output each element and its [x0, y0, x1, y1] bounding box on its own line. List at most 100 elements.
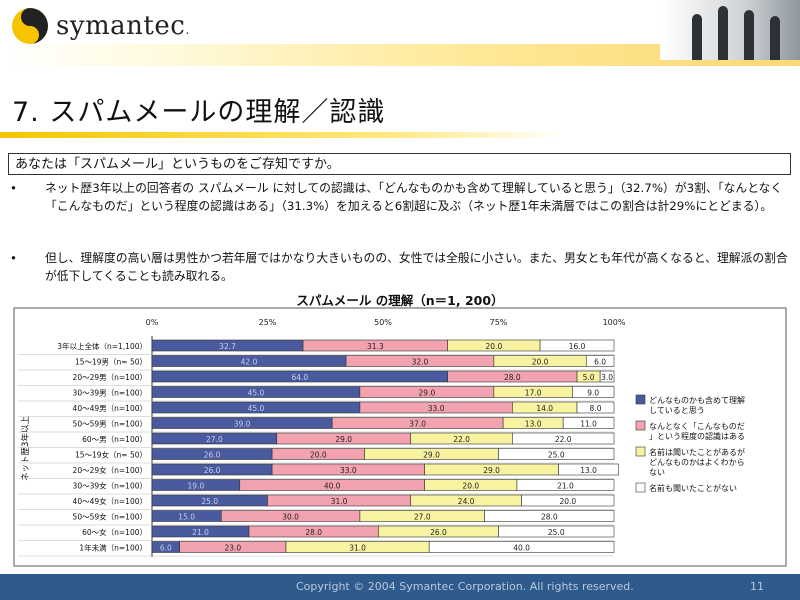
header-photo: [660, 0, 800, 60]
bar-segment: [484, 510, 615, 522]
data-label: 26.0: [204, 466, 221, 475]
data-label: 22.0: [555, 435, 572, 444]
data-label: 21.0: [192, 528, 209, 537]
bullet-1-text: ネット歴3年以上の回答者の スパムメール に対しての認識は、「どんなものかも含め…: [45, 181, 783, 213]
data-label: 13.0: [525, 420, 542, 429]
category-label: 20〜29男（n=100）: [73, 373, 147, 382]
legend-label: なんとなく「こんなものだ」という程度の認識はある: [649, 422, 745, 441]
data-label: 6.0: [160, 544, 172, 553]
bar-segment: [572, 386, 615, 398]
data-label: 26.0: [204, 451, 221, 460]
legend-label: 名前も聞いたことがない: [649, 483, 737, 493]
bar-segment: [521, 494, 615, 507]
bar-segment: [562, 417, 615, 429]
legend-swatch: [635, 446, 646, 457]
data-label: 28.0: [541, 513, 558, 522]
data-label: 21.0: [557, 482, 574, 491]
data-label: 25.0: [548, 528, 565, 537]
data-label: 28.0: [504, 373, 521, 382]
data-label: 29.0: [423, 451, 440, 460]
data-label: 20.0: [559, 497, 576, 506]
data-label: 24.0: [458, 497, 475, 506]
data-label: 20.0: [310, 451, 327, 460]
data-label: 31.0: [349, 544, 366, 553]
data-label: 64.0: [291, 373, 308, 382]
bar-segment: [498, 525, 615, 538]
data-label: 20.0: [486, 342, 503, 351]
question-box: あなたは「スパムメール」というものをご存知ですか。: [8, 153, 791, 175]
data-label: 20.0: [462, 482, 479, 491]
bar-segment: [498, 448, 615, 460]
bar-segment: [512, 432, 615, 445]
data-label: 42.0: [241, 358, 258, 367]
brand-name: symantec.: [56, 11, 190, 41]
x-tick-label: 100%: [603, 318, 626, 327]
data-label: 29.0: [483, 466, 500, 475]
data-label: 32.0: [412, 358, 429, 367]
category-label: 15〜19男（n= 50）: [75, 358, 147, 367]
bar-segment: [428, 541, 615, 553]
group-label: ネット歴3年以上: [20, 416, 31, 481]
category-label: 50〜59男（n=100）: [73, 420, 147, 429]
data-label: 33.0: [340, 466, 357, 475]
category-label: 60〜男（n=100）: [82, 435, 147, 444]
data-label: 26.0: [430, 528, 447, 537]
legend-label: どんなものかも含めて理解していると思う: [649, 395, 745, 415]
bullet-2-text: 但し、理解度の高い層は男性かつ若年層ではかなり大きいものの、女性では全般に小さい…: [45, 251, 788, 283]
x-tick-label: 25%: [259, 318, 277, 327]
data-label: 16.0: [569, 342, 586, 351]
data-label: 3.0: [601, 373, 613, 382]
data-label: 37.0: [409, 420, 426, 429]
category-label: 30〜39女（n=100）: [73, 481, 147, 491]
data-label: 15.0: [178, 513, 195, 522]
data-label: 32.7: [219, 342, 236, 351]
bar-segment: [558, 463, 619, 476]
bar-segment: [576, 401, 615, 414]
category-label: 3年以上全体（n=1,100）: [57, 341, 147, 351]
header-accent-bar: [0, 44, 800, 66]
bar-segment: [599, 370, 615, 383]
category-label: 50〜59女（n=100）: [73, 512, 147, 522]
data-label: 27.0: [414, 513, 431, 522]
x-tick-label: 50%: [374, 318, 392, 327]
legend-label: 名前は聞いたことがあるがどんなものかはよくわからない: [649, 447, 745, 477]
legend-swatch: [635, 482, 646, 493]
bullet-dot: •: [10, 181, 17, 195]
data-label: 33.0: [428, 404, 445, 413]
data-label: 8.0: [590, 404, 602, 413]
category-label: 20〜29女（n=100）: [73, 465, 147, 475]
category-label: 15〜19女（n= 50）: [75, 450, 147, 460]
legend-swatch: [635, 394, 646, 405]
data-label: 22.0: [453, 435, 470, 444]
data-label: 40.0: [324, 482, 341, 491]
bar-segment: [539, 339, 615, 352]
category-label: 60〜女（n=100）: [82, 527, 147, 537]
data-label: 31.0: [331, 497, 348, 506]
data-label: 11.0: [580, 420, 597, 429]
data-label: 23.0: [224, 544, 241, 553]
data-label: 27.0: [206, 435, 223, 444]
data-label: 31.3: [367, 342, 384, 351]
data-label: 29.0: [419, 389, 436, 398]
category-label: 1年未満（n=100）: [79, 543, 147, 553]
data-label: 39.0: [234, 420, 251, 429]
slide-title: 7. スパムメールの理解／認識: [12, 97, 386, 128]
data-label: 14.0: [536, 404, 553, 413]
data-label: 25.0: [201, 497, 218, 506]
bullet-dot: •: [10, 251, 17, 265]
bar-segment: [585, 355, 615, 367]
data-label: 45.0: [248, 404, 265, 413]
x-tick-label: 75%: [490, 318, 508, 327]
data-label: 13.0: [580, 466, 597, 475]
footer-bar: [0, 574, 800, 600]
data-label: 29.0: [335, 435, 352, 444]
title-underline: [0, 132, 560, 138]
legend-swatch: [635, 420, 646, 431]
bar-segment: [516, 479, 615, 491]
data-label: 30.0: [282, 513, 299, 522]
logo-icon: [12, 8, 48, 44]
header: symantec.: [0, 0, 800, 68]
data-label: 25.0: [548, 451, 565, 460]
data-label: 9.0: [587, 389, 599, 398]
